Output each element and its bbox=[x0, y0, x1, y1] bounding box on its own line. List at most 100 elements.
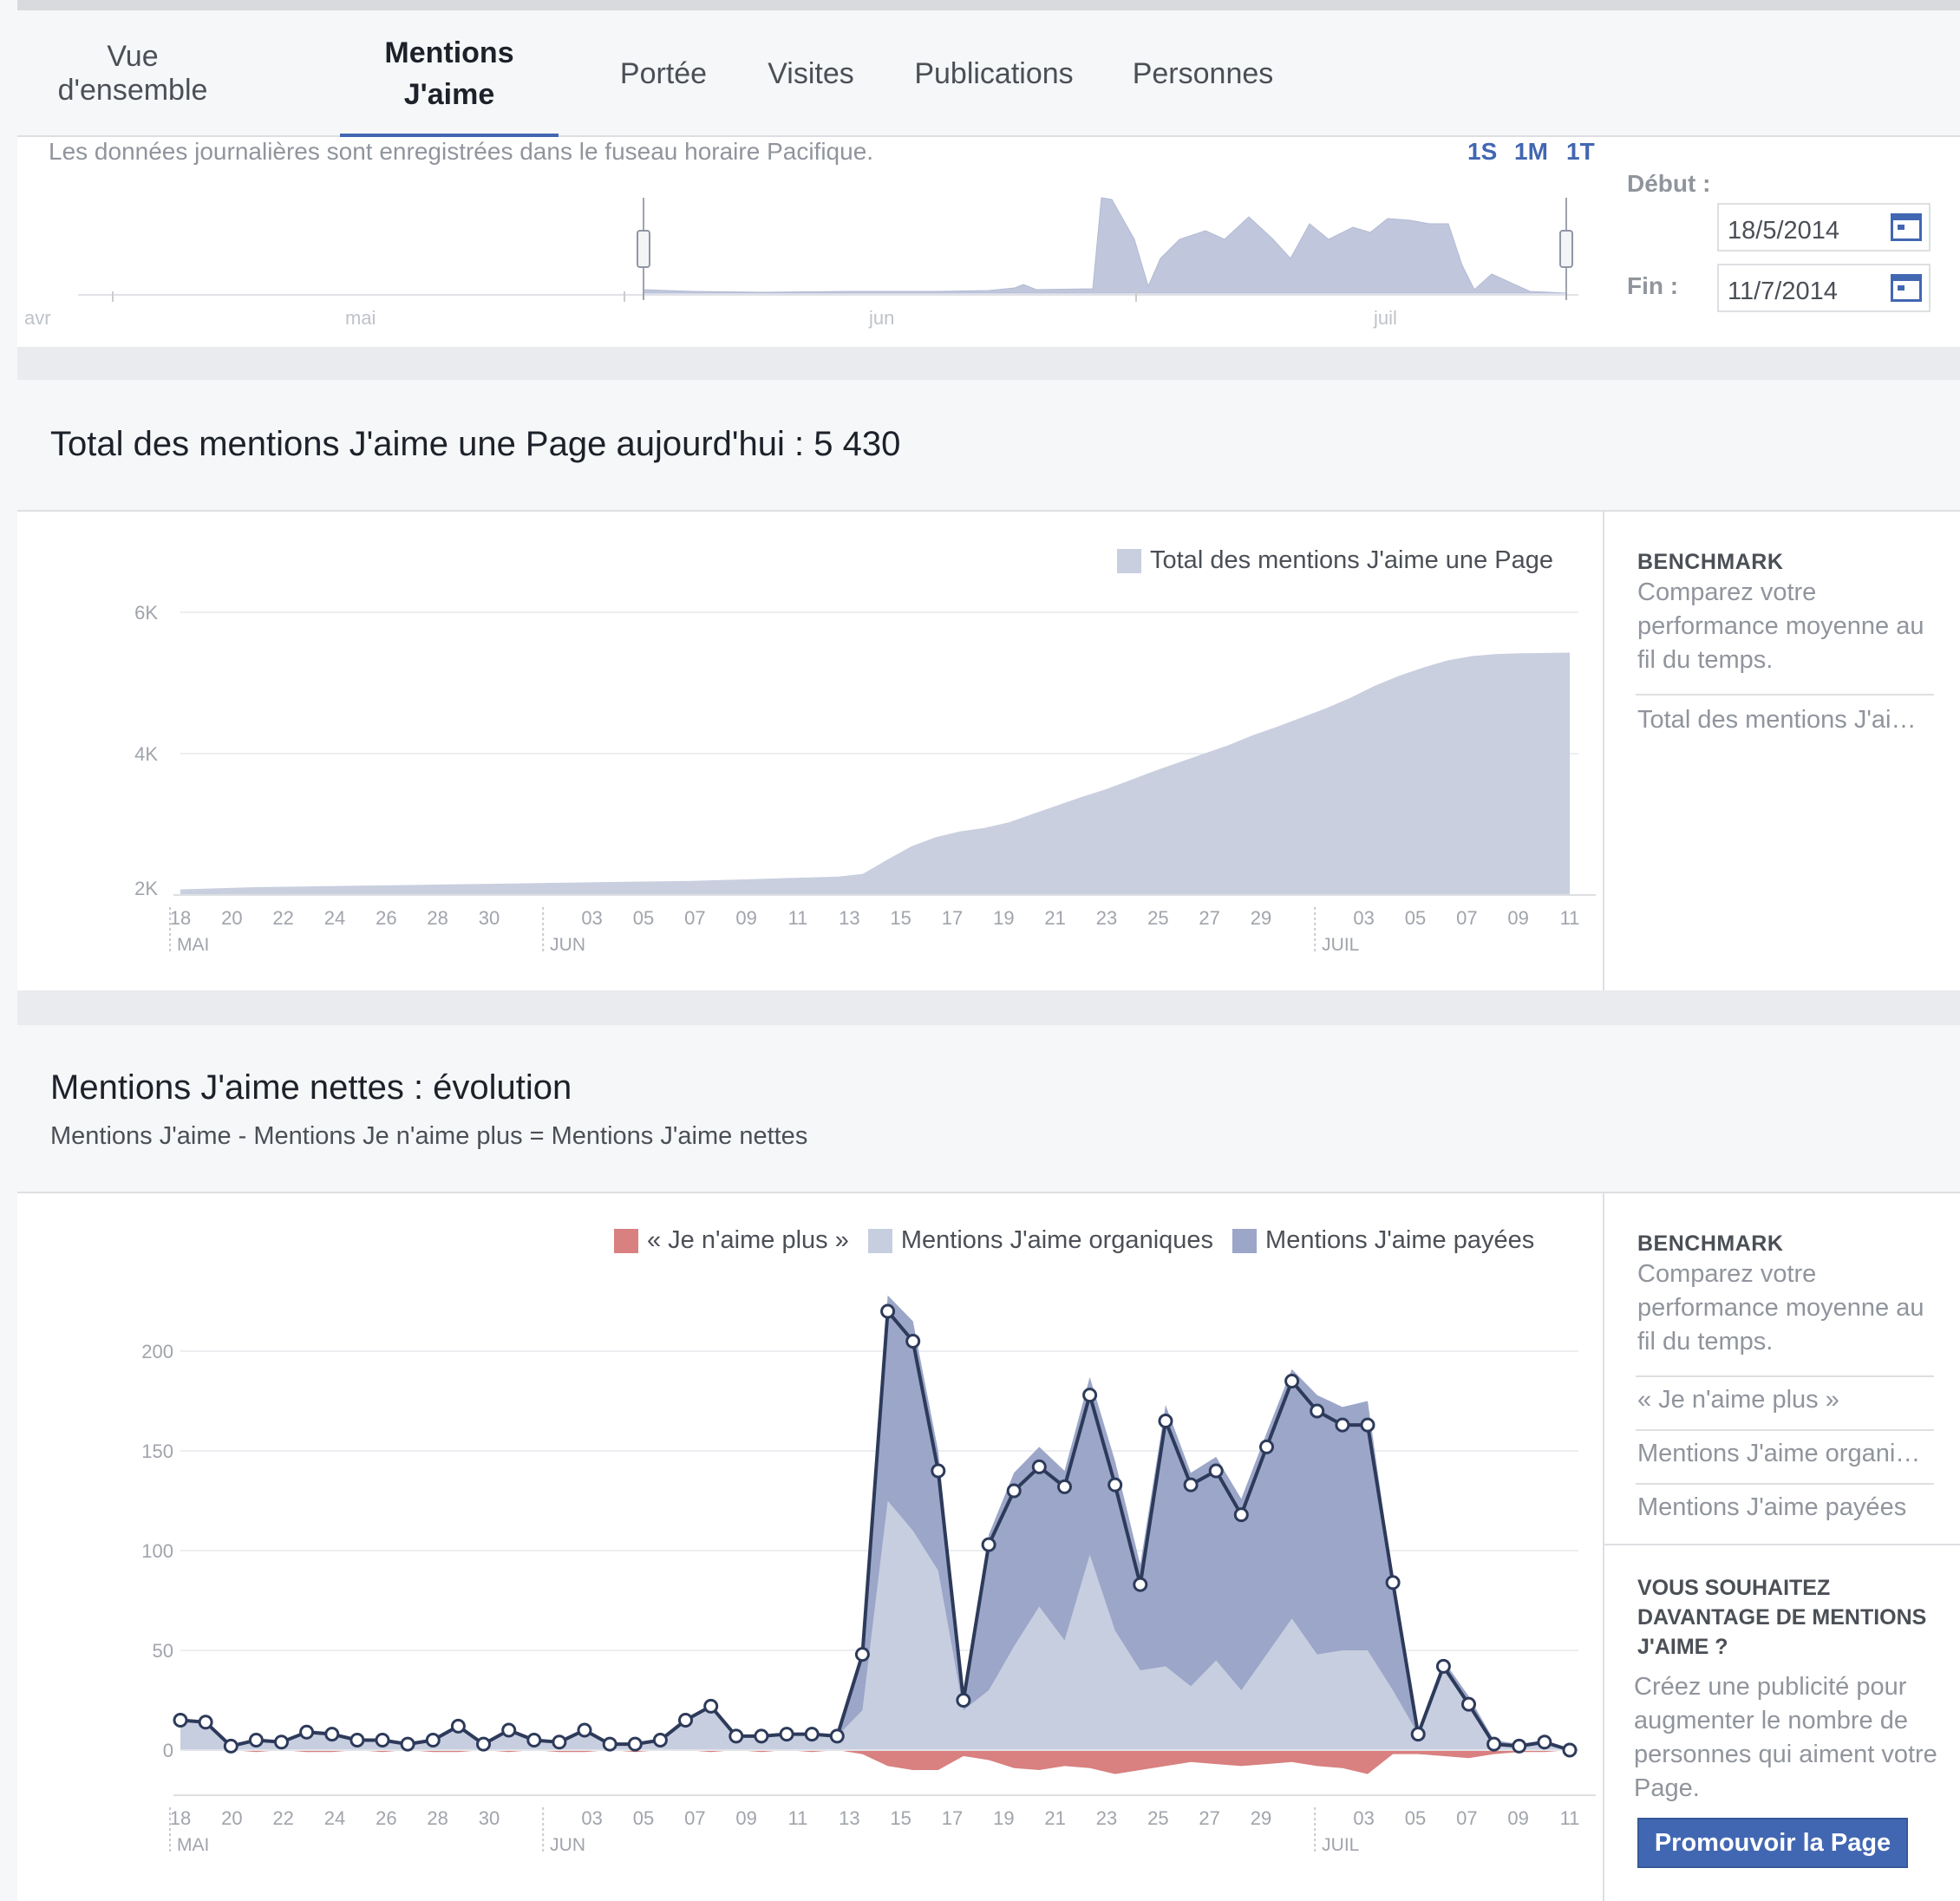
net-likes-point bbox=[1310, 1403, 1325, 1419]
net-likes-point bbox=[1562, 1742, 1578, 1758]
net-likes-point bbox=[526, 1733, 542, 1747]
top-shade bbox=[17, 0, 1960, 10]
period-quarter-button[interactable]: 1T bbox=[1566, 138, 1595, 165]
total-likes-header: Total des mentions J'aime une Page aujou… bbox=[17, 380, 1960, 512]
x-tick-label: 07 bbox=[1456, 907, 1477, 929]
tab-label: Portée bbox=[619, 56, 708, 90]
tab-likes[interactable]: Mentions J'aime bbox=[340, 10, 559, 139]
x-tick-label: 30 bbox=[479, 1807, 500, 1829]
net-likes-point bbox=[400, 1736, 415, 1752]
net-likes-point bbox=[652, 1733, 668, 1747]
benchmark-item-total-likes[interactable]: Total des mentions J'aime une Page bbox=[1637, 706, 1932, 734]
divider bbox=[1636, 1375, 1934, 1377]
y-tick-label: 4K bbox=[134, 743, 158, 765]
net-likes-point bbox=[1259, 1439, 1274, 1454]
legend-label: Total des mentions J'aime une Page bbox=[1150, 546, 1553, 574]
start-date-input[interactable]: 18/5/2014 bbox=[1717, 203, 1931, 252]
legend-organic[interactable]: Mentions J'aime organiques bbox=[867, 1226, 1213, 1255]
legend-total-likes[interactable]: Total des mentions J'aime une Page bbox=[1117, 546, 1553, 575]
net-likes-subtitle: Mentions J'aime - Mentions Je n'aime plu… bbox=[50, 1122, 808, 1150]
net-likes-point bbox=[1512, 1738, 1527, 1754]
net-likes-point bbox=[728, 1728, 744, 1744]
net-likes-point bbox=[350, 1733, 365, 1747]
net-likes-point bbox=[779, 1727, 794, 1742]
net-likes-point bbox=[375, 1733, 390, 1747]
x-tick-label: 07 bbox=[684, 907, 705, 929]
x-tick-label: 03 bbox=[1353, 1807, 1374, 1829]
total-legend: Total des mentions J'aime une Page bbox=[1098, 546, 1553, 575]
month-label: MAI bbox=[177, 935, 209, 955]
net-likes-point bbox=[248, 1733, 264, 1747]
range-overview-chart[interactable] bbox=[17, 137, 1578, 347]
net-likes-point bbox=[501, 1722, 517, 1738]
paid-likes-area bbox=[180, 1295, 1570, 1750]
x-tick-label: 03 bbox=[581, 907, 602, 929]
x-tick-label: 17 bbox=[942, 907, 963, 929]
x-tick-label: 24 bbox=[324, 1807, 345, 1829]
tab-overview[interactable]: Vue d'ensemble bbox=[57, 10, 208, 137]
tab-people[interactable]: Personnes bbox=[1122, 10, 1284, 137]
tab-posts[interactable]: Publications bbox=[907, 10, 1081, 137]
x-tick-label: 07 bbox=[684, 1807, 705, 1829]
unlikes-area bbox=[180, 1750, 1570, 1774]
calendar-icon[interactable] bbox=[1891, 213, 1922, 241]
legend-paid[interactable]: Mentions J'aime payées bbox=[1232, 1226, 1534, 1255]
month-label-jun: jun bbox=[869, 307, 895, 329]
legend-unlikes[interactable]: « Je n'aime plus » bbox=[614, 1226, 849, 1255]
net-likes-point bbox=[602, 1736, 617, 1752]
net-likes-point bbox=[1133, 1577, 1148, 1592]
benchmark-item-organic[interactable]: Mentions J'aime organiques bbox=[1637, 1440, 1932, 1467]
net-likes-point bbox=[1031, 1459, 1047, 1474]
x-tick-label: 20 bbox=[221, 1807, 242, 1829]
period-week-button[interactable]: 1S bbox=[1467, 138, 1498, 165]
calendar-icon[interactable] bbox=[1891, 274, 1922, 302]
x-tick-label: 25 bbox=[1147, 907, 1168, 929]
net-likes-point bbox=[627, 1736, 643, 1752]
total-likes-chart[interactable]: 2K 4K 6K 18 20 22 24 26 28 30 03 05 07 09 11 13 15 17 19 21… bbox=[17, 512, 1603, 990]
benchmark-item-paid[interactable]: Mentions J'aime payées bbox=[1637, 1493, 1907, 1521]
net-likes-point bbox=[1335, 1417, 1350, 1433]
x-tick-label: 11 bbox=[788, 1807, 808, 1829]
y-tick-label: 6K bbox=[134, 602, 158, 624]
total-likes-panel: Total des mentions J'aime une Page 2K 4K 6… bbox=[17, 512, 1960, 990]
tab-visits[interactable]: Visites bbox=[763, 10, 859, 137]
x-tick-label: 18 bbox=[170, 1807, 191, 1829]
month-label: JUIL bbox=[1322, 935, 1359, 955]
net-likes-point bbox=[1284, 1374, 1300, 1388]
net-likes-point bbox=[1486, 1736, 1502, 1752]
benchmark-item-unlikes[interactable]: « Je n'aime plus » bbox=[1637, 1386, 1839, 1414]
tab-label: Vue d'ensemble bbox=[57, 40, 208, 107]
x-tick-label: 27 bbox=[1199, 907, 1219, 929]
x-tick-label: 09 bbox=[735, 1807, 756, 1829]
net-likes-point bbox=[1208, 1463, 1224, 1479]
range-handle-right[interactable] bbox=[1559, 230, 1573, 268]
end-date-input[interactable]: 11/7/2014 bbox=[1717, 264, 1931, 312]
month-label-jul: juil bbox=[1374, 307, 1397, 329]
x-tick-label: 28 bbox=[427, 1807, 448, 1829]
x-tick-label: 19 bbox=[993, 1807, 1014, 1829]
tab-label: Visites bbox=[768, 56, 854, 90]
tab-reach[interactable]: Portée bbox=[616, 10, 711, 137]
tab-active-indicator bbox=[340, 134, 559, 139]
benchmark-panel-2: BENCHMARK Comparez votre performance moy… bbox=[1603, 1193, 1960, 1901]
net-likes-point bbox=[1410, 1727, 1426, 1742]
x-tick-label: 30 bbox=[479, 907, 500, 929]
x-tick-label: 11 bbox=[1560, 907, 1580, 929]
net-likes-point bbox=[324, 1727, 340, 1742]
promote-page-button[interactable]: Promouvoir la Page bbox=[1637, 1818, 1908, 1868]
net-likes-point bbox=[1233, 1507, 1249, 1523]
range-handle-left[interactable] bbox=[637, 230, 650, 268]
month-label: JUIL bbox=[1322, 1835, 1359, 1855]
y-tick-label: 150 bbox=[141, 1440, 173, 1462]
benchmark-title: BENCHMARK bbox=[1637, 1231, 1784, 1256]
x-tick-label: 09 bbox=[1507, 907, 1528, 929]
divider bbox=[1604, 1544, 1960, 1545]
x-tick-label: 23 bbox=[1096, 1807, 1117, 1829]
net-likes-point bbox=[981, 1537, 996, 1552]
legend-label: Mentions J'aime payées bbox=[1265, 1226, 1535, 1254]
period-month-button[interactable]: 1M bbox=[1514, 138, 1548, 165]
net-likes-point bbox=[1006, 1483, 1022, 1499]
net-likes-point bbox=[1537, 1734, 1552, 1750]
